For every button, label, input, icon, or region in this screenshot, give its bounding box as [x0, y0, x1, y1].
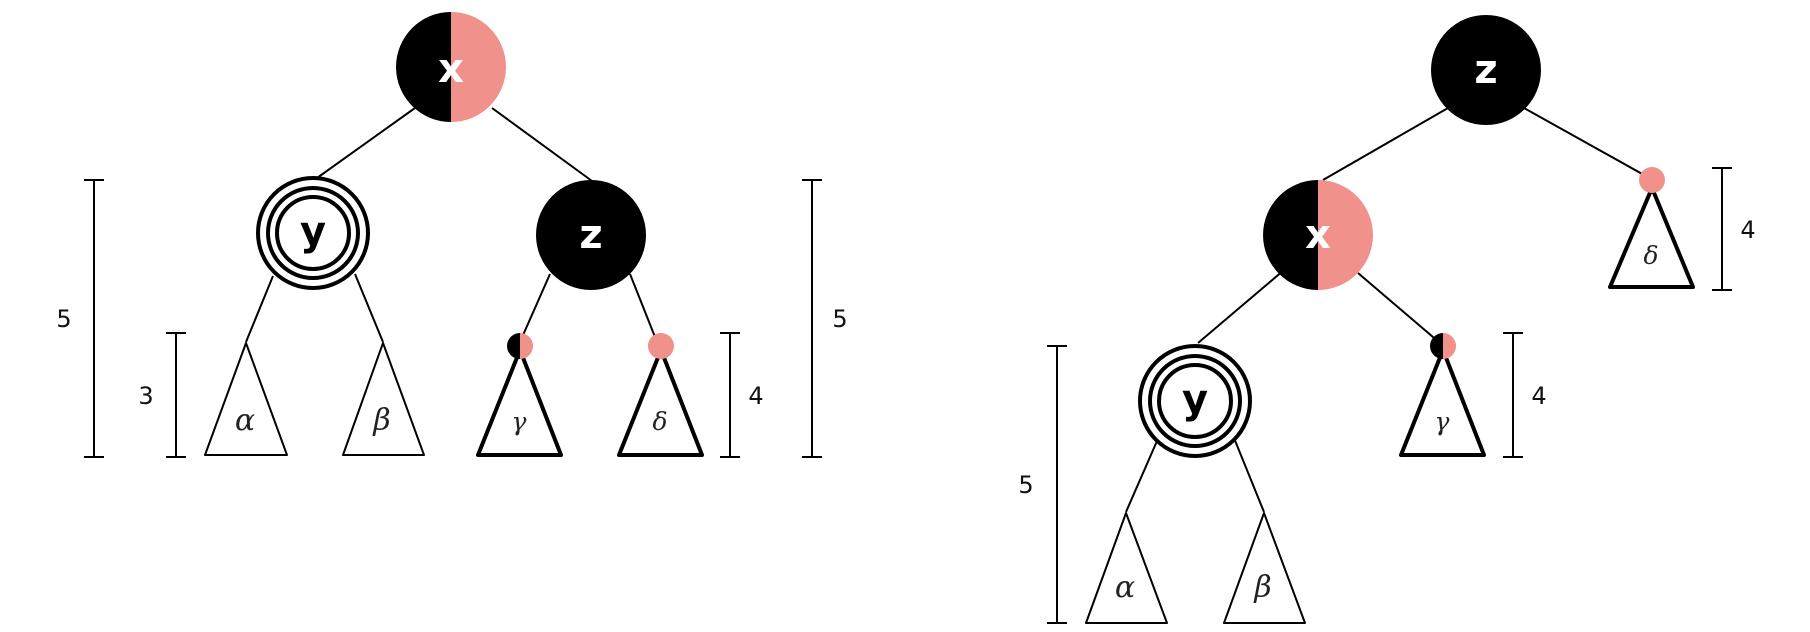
subtree-beta-label: β	[1253, 570, 1271, 605]
small-node-delta-red	[1639, 167, 1665, 193]
edge-z-x	[1322, 107, 1449, 181]
height-bar-delta	[1712, 167, 1732, 291]
subtree-delta	[1608, 186, 1695, 289]
height-label-outer-left: 5	[56, 305, 71, 333]
edge-z-delta	[1523, 107, 1654, 181]
edge-x-y	[316, 107, 416, 179]
node-y-label: y	[300, 209, 326, 255]
node-x-label: x	[1305, 212, 1331, 258]
node-y-label: y	[1182, 377, 1208, 423]
edge-z-delta	[629, 273, 658, 343]
node-z-black: z	[536, 180, 646, 290]
node-z-black: z	[1431, 15, 1541, 125]
height-bar-inner-right	[720, 332, 740, 458]
edge-y-alpha	[245, 275, 274, 343]
subtree-alpha	[1085, 512, 1168, 624]
subtree-beta-label: β	[372, 403, 390, 438]
subtree-alpha	[204, 342, 288, 456]
node-x-label: x	[438, 46, 464, 92]
height-label-y-subtree: 5	[1018, 471, 1033, 499]
left-tree: x y z α β γ δ	[56, 12, 848, 458]
edge-y-beta	[354, 273, 384, 343]
height-bar-outer-right	[802, 179, 822, 458]
subtree-delta-label: δ	[652, 407, 667, 436]
height-bar-y-subtree	[1047, 345, 1067, 624]
height-label-inner-right: 4	[748, 382, 763, 410]
node-y-double-black: y	[256, 176, 370, 290]
edge-y-alpha	[1125, 440, 1158, 513]
node-z-label: z	[579, 212, 602, 258]
height-label-gamma: 4	[1531, 382, 1546, 410]
edge-x-y	[1197, 269, 1285, 344]
subtree-beta	[1223, 512, 1306, 624]
subtree-alpha-label: α	[235, 403, 255, 438]
small-node-delta-red	[648, 333, 674, 359]
node-z-label: z	[1474, 47, 1497, 93]
right-tree: z x y δ γ α β	[1018, 15, 1756, 624]
subtree-gamma	[1399, 348, 1486, 457]
node-y-double-black: y	[1138, 344, 1252, 458]
small-node-gamma-black-red	[507, 333, 533, 359]
edge-x-gamma	[1357, 272, 1441, 344]
node-x-black-red: x	[1263, 180, 1373, 290]
subtree-gamma-label: γ	[512, 407, 527, 436]
node-x-black-red: x	[396, 12, 506, 122]
height-bar-gamma	[1503, 332, 1523, 458]
edge-y-beta	[1233, 437, 1265, 513]
subtree-gamma-label: γ	[1435, 407, 1450, 436]
height-bar-outer-left	[84, 179, 104, 458]
subtree-delta	[617, 348, 704, 457]
height-label-outer-right: 5	[832, 305, 847, 333]
height-label-delta: 4	[1740, 216, 1755, 244]
edge-z-gamma	[519, 273, 551, 343]
subtree-alpha-label: α	[1115, 570, 1135, 605]
subtree-beta	[342, 342, 425, 456]
subtree-delta-label: δ	[1643, 241, 1658, 270]
small-node-gamma-black-red	[1430, 333, 1456, 359]
height-bar-inner-left	[166, 332, 186, 458]
height-label-inner-left: 3	[138, 382, 153, 410]
subtree-gamma	[476, 348, 563, 457]
edge-x-z	[491, 107, 593, 182]
